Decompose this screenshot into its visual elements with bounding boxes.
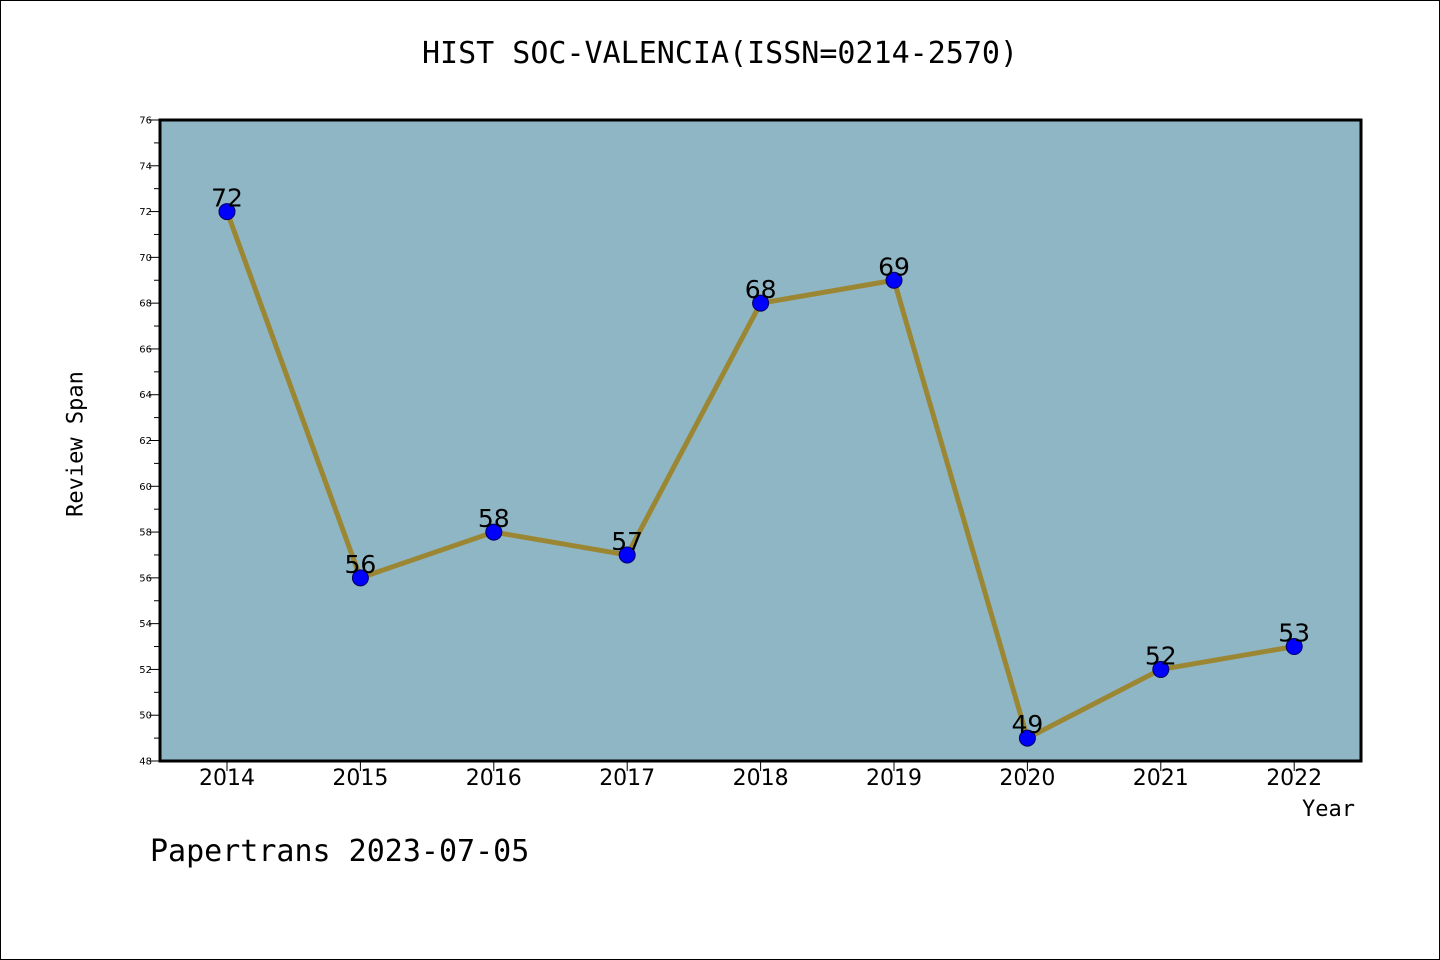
- y-axis-ticks: 48 50 52 54 56 58 60 62 64 66 68 70 72 74 76: [139, 116, 160, 768]
- data-point: [1018, 729, 1036, 747]
- footer-credit: Papertrans 2023-07-05: [150, 834, 530, 869]
- y-tick-label: 58: [139, 528, 152, 539]
- x-axis-ticks: 2014 2015 2016 2017 2018 2019 2020 2021 2022: [199, 761, 1322, 791]
- data-label: 69: [878, 252, 910, 281]
- plot-border: [158, 118, 1363, 763]
- y-tick-label: 54: [139, 619, 152, 630]
- chart-title: HIST SOC-VALENCIA(ISSN=0214-2570): [421, 36, 1019, 71]
- x-tick-label: 2020: [999, 766, 1055, 791]
- data-label: 72: [211, 184, 243, 213]
- data-point: [485, 523, 503, 541]
- y-tick-label: 68: [139, 299, 152, 310]
- data-label: 53: [1278, 619, 1310, 648]
- data-point: [885, 271, 903, 289]
- y-tick-label: 48: [139, 757, 152, 768]
- x-tick-label: 2019: [866, 766, 922, 791]
- data-point: [351, 569, 369, 587]
- y-tick-label: 76: [139, 116, 152, 127]
- data-point: [1285, 638, 1303, 656]
- x-axis-label: Year: [1302, 797, 1355, 822]
- data-label: 56: [344, 550, 376, 579]
- x-tick-label: 2018: [733, 766, 789, 791]
- y-tick-label: 70: [139, 253, 152, 264]
- y-tick-label: 52: [139, 665, 152, 676]
- data-label: 57: [611, 527, 643, 556]
- data-point: [218, 203, 236, 221]
- data-series: [218, 203, 1303, 747]
- x-tick-label: 2022: [1266, 766, 1322, 791]
- data-point: [618, 546, 636, 564]
- y-tick-label: 56: [139, 573, 152, 584]
- x-tick-label: 2016: [466, 766, 522, 791]
- x-tick-label: 2021: [1133, 766, 1189, 791]
- data-labels: 72 56 58 57 68 69 49 52 53: [211, 184, 1310, 740]
- y-tick-label: 64: [139, 390, 152, 401]
- y-tick-label: 62: [139, 436, 152, 447]
- y-tick-label: 74: [139, 161, 152, 172]
- data-label: 58: [478, 504, 510, 533]
- data-point: [1152, 660, 1170, 678]
- x-tick-label: 2017: [599, 766, 655, 791]
- y-tick-label: 72: [139, 207, 152, 218]
- plot-area: [160, 120, 1361, 761]
- x-tick-label: 2014: [199, 766, 255, 791]
- x-tick-label: 2015: [332, 766, 388, 791]
- data-label: 68: [745, 275, 777, 304]
- data-point: [752, 294, 770, 312]
- y-tick-label: 66: [139, 344, 152, 355]
- data-label: 52: [1145, 641, 1177, 670]
- y-tick-label: 50: [139, 711, 152, 722]
- data-label: 49: [1011, 710, 1043, 739]
- y-tick-label: 60: [139, 482, 152, 493]
